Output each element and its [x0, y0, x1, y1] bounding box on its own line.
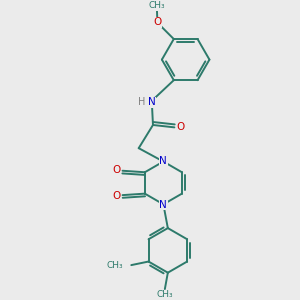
- Text: O: O: [112, 165, 120, 175]
- Text: N: N: [148, 97, 156, 107]
- Text: O: O: [112, 191, 120, 201]
- Text: N: N: [160, 200, 167, 210]
- Text: CH₃: CH₃: [157, 290, 173, 299]
- Text: CH₃: CH₃: [106, 261, 123, 270]
- Text: H: H: [138, 97, 146, 107]
- Text: CH₃: CH₃: [148, 1, 165, 10]
- Text: N: N: [160, 156, 167, 166]
- Text: O: O: [153, 17, 162, 27]
- Text: O: O: [176, 122, 184, 132]
